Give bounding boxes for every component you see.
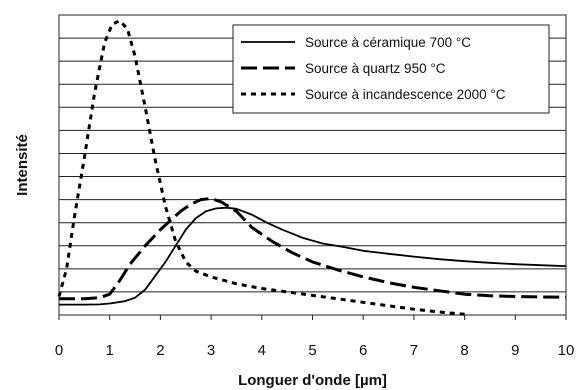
series-line-1 — [59, 206, 567, 306]
x-tick-label: 8 — [460, 342, 468, 359]
x-tick-label: 6 — [359, 342, 367, 359]
x-tick-label: 5 — [308, 342, 316, 359]
x-tick-label: 10 — [558, 342, 575, 359]
series-line-3 — [57, 19, 465, 316]
series-line-2 — [59, 197, 567, 301]
legend-label-2: Source à quartz 950 °C — [305, 61, 446, 76]
x-tick-label: 0 — [55, 342, 63, 359]
x-tick-label: 2 — [156, 342, 164, 359]
x-tick-label: 4 — [258, 342, 266, 359]
x-tick-label: 9 — [511, 342, 519, 359]
legend-label-3: Source à incandescence 2000 °C — [305, 87, 506, 102]
x-axis: 0 1 2 3 4 5 6 7 8 9 10 — [55, 315, 575, 359]
x-tick-label: 1 — [106, 342, 114, 359]
x-tick-label: 3 — [207, 342, 215, 359]
y-axis-title: Intensité — [14, 134, 31, 196]
series-layer — [57, 19, 567, 316]
x-tick-label: 7 — [410, 342, 418, 359]
x-axis-title: Longuer d'onde [µm] — [238, 372, 387, 389]
legend-label-1: Source à céramique 700 °C — [305, 35, 471, 50]
legend: Source à céramique 700 °C Source à quartz… — [232, 24, 550, 114]
